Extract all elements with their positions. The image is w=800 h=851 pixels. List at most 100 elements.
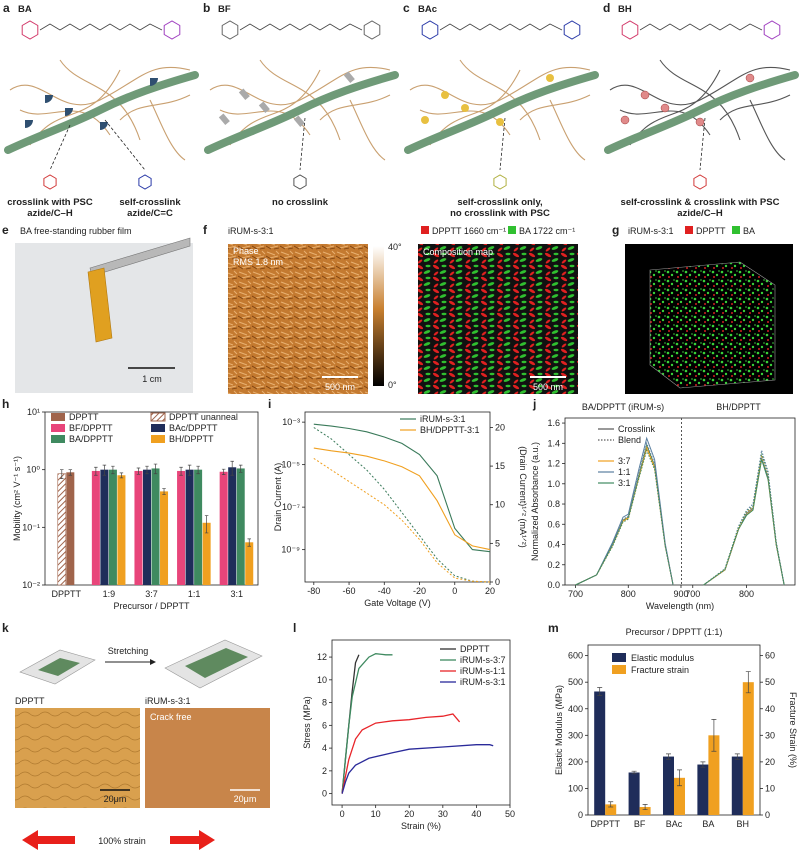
y-tick-label: 8 [322,698,327,708]
schematic: c BAc self-crosslink only,no crosslink wit… [403,1,599,219]
line [703,455,785,586]
error-bar [221,468,226,475]
y-axis-label: Mobility (cm² V⁻¹ s⁻¹) [12,456,22,541]
x-tick-label: 1:1 [188,589,201,599]
x-tick-label: 800 [621,589,636,599]
x-tick-label: -20 [413,586,426,596]
error-bar [734,753,740,760]
legend-swatch [508,226,516,234]
panel-letter: m [548,621,559,635]
y-tick-label: 15 [495,461,505,471]
error-bar [179,466,183,476]
error-bar [745,671,751,694]
film-schematic [38,658,80,676]
polymer-chain [604,71,799,154]
panel-letter: e [2,223,9,237]
scale-label: 20μm [234,794,257,804]
panel-title: BH [618,4,632,15]
caption: azide/C–H [27,208,73,219]
bar [742,682,754,815]
side-chain [349,99,386,161]
error-bar [153,463,158,475]
caption: azide/C=C [127,208,173,219]
y-tick-label: 10⁰ [26,465,40,475]
legend-label: BH/DPPTT-3:1 [420,425,480,435]
bar [228,467,237,585]
y-tick-label: 600 [568,651,583,661]
error-bar [196,465,200,475]
y-tick-label: 10⁻⁵ [282,460,301,470]
x-tick-label: BA [702,819,714,829]
line [703,458,785,586]
x-tick-label: 40 [471,809,481,819]
line [703,459,785,586]
crosslinker [461,104,469,112]
schematic: d BH self-crosslink & crosslink with PSCaz… [603,1,799,219]
bar [236,468,245,585]
y-tick-label: 6 [322,720,327,730]
y-tick-label: 1.0 [547,479,560,489]
arrow [699,117,706,171]
bar [731,756,743,815]
x-tick-label: DPPTT [590,819,620,829]
ring [21,20,39,40]
line [313,423,491,553]
line-y2 [313,457,491,583]
y-axis-label: Elastic Modulus (MPa) [554,685,564,775]
caption: crosslink with PSC [7,197,93,208]
strain-label: 100% strain [98,836,146,846]
legend-label: DPPTT [460,644,490,654]
caption: azide/C–H [677,208,723,219]
y-tick-label: 10 [765,783,775,793]
crosslinker [343,71,355,83]
error-bar [204,515,209,534]
caption: no crosslink [272,197,329,208]
line [341,744,494,794]
ring [293,174,307,190]
x-tick-label: 900 [673,589,688,599]
line [575,448,674,586]
y-axis-label: Stress (MPa) [302,696,312,749]
ring [43,174,57,190]
caption: self-crosslink only, [457,197,542,208]
y-tick-label: 10⁻² [22,580,40,590]
crosslinker [496,118,504,126]
ring [138,174,152,190]
backbone [439,23,563,31]
x-tick-label: 50 [505,809,515,819]
error-bar [145,465,149,475]
y-tick-label: 4 [322,743,327,753]
sample-label: iRUM-s-3:1 [228,226,274,236]
y-tick-label: 40 [765,704,775,714]
crosslinker [100,122,108,130]
error-bar [700,761,706,768]
polymer-chain [4,71,199,154]
x-tick-label: -40 [378,586,391,596]
y-tick-label: 20 [495,422,505,432]
cube [649,261,776,389]
error-bar [60,469,64,479]
colorbar-label: 0° [388,380,397,390]
x-axis-label: Strain (%) [401,821,441,831]
arrow [499,117,506,171]
side-chain [609,66,791,106]
y-tick-label: 50 [765,677,775,687]
crosslinker [660,103,670,113]
ring [421,20,439,40]
bar [628,772,640,815]
y-tick-label: 0 [765,810,770,820]
y-tick-label: 10¹ [27,407,40,417]
x-tick-label: 30 [438,809,448,819]
bar [202,522,211,585]
bar [639,807,651,815]
line [341,653,393,794]
legend-swatch [150,412,166,422]
legend-swatch [421,226,429,234]
legend-swatch [51,413,65,421]
scale-label: 500 nm [325,382,355,392]
side-chain [409,66,591,106]
bar [219,471,228,585]
panel-letter: d [603,1,610,15]
error-bar [642,804,648,811]
bar [245,542,254,585]
